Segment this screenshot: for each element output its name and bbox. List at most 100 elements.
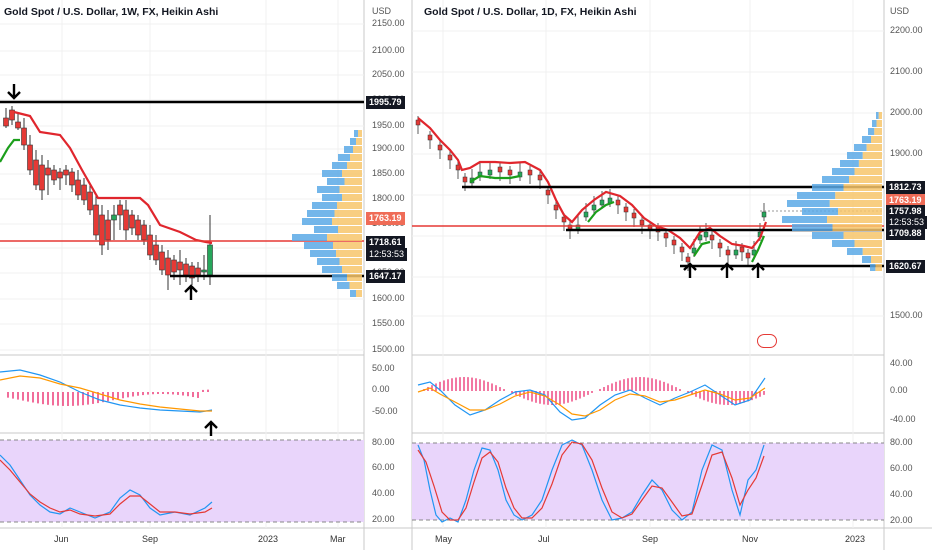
volume-profile-bar xyxy=(792,224,833,231)
candle-body xyxy=(165,257,171,276)
candle-body xyxy=(739,246,745,253)
up-arrow-icon xyxy=(184,284,198,300)
right-price-axis-label: 2000.00 xyxy=(890,107,923,117)
left-stoch-axis-label: 20.00 xyxy=(372,514,395,524)
right-resistance-tag: 1812.73 xyxy=(886,181,925,194)
left-time-axis-label: 2023 xyxy=(258,534,279,544)
candle-body xyxy=(87,191,93,211)
volume-profile-bar xyxy=(812,184,844,191)
volume-profile-bar xyxy=(292,234,327,241)
volume-profile-bar xyxy=(358,130,362,137)
stoch-band-right xyxy=(412,443,884,520)
volume-profile-bar xyxy=(812,232,844,239)
volume-profile-bar xyxy=(829,200,882,207)
volume-profile-bar xyxy=(332,162,347,169)
right-macd-axis-label: -40.00 xyxy=(890,414,916,424)
volume-profile-bar xyxy=(854,144,867,151)
candle-body xyxy=(9,109,15,121)
candle-body xyxy=(553,204,559,211)
left-time-axis-label: Sep xyxy=(142,534,159,544)
candle-body xyxy=(27,144,33,171)
up-arrow-icon xyxy=(720,262,734,278)
supertrend-down-line xyxy=(13,110,213,245)
left-time-axis-label: Jun xyxy=(54,534,69,544)
volume-profile-bar xyxy=(832,224,882,231)
volume-profile-bar xyxy=(342,266,362,273)
candle-body xyxy=(427,134,433,141)
candle-body xyxy=(685,256,691,263)
supertrend-up-line xyxy=(0,138,20,163)
macd-line xyxy=(0,369,213,413)
candle-body xyxy=(129,214,135,229)
volume-profile-bar xyxy=(822,176,849,183)
stoch-d-line xyxy=(417,441,765,521)
up-arrow-icon xyxy=(720,262,734,278)
candle-body xyxy=(697,234,703,241)
candle-body xyxy=(615,199,621,206)
volume-profile-bar xyxy=(347,162,362,169)
volume-profile-bar xyxy=(333,242,362,249)
volume-profile-bar xyxy=(327,234,362,241)
candle-body xyxy=(487,169,493,176)
candle-body xyxy=(51,169,57,181)
candle-body xyxy=(183,263,189,276)
up-arrow-icon xyxy=(204,420,218,436)
volume-profile-bar xyxy=(802,208,838,215)
left-stoch-axis-label: 40.00 xyxy=(372,488,395,498)
left-currency-label: USD xyxy=(372,6,392,16)
volume-profile-bar xyxy=(344,146,353,153)
candle-body xyxy=(527,169,533,176)
volume-profile-bar xyxy=(875,264,882,271)
left-price-axis-label: 1900.00 xyxy=(372,143,405,153)
candle-body xyxy=(207,244,213,276)
volume-profile-bar xyxy=(336,250,362,257)
left-chart-title: Gold Spot / U.S. Dollar, 1W, FX, Heikin … xyxy=(4,6,219,18)
volume-profile-bar xyxy=(334,210,362,217)
candle-body xyxy=(111,214,117,221)
candle-body xyxy=(57,171,63,179)
signal-line xyxy=(0,375,212,412)
candle-body xyxy=(561,216,567,223)
supertrend-up-line xyxy=(587,200,615,223)
volume-profile-bar xyxy=(876,112,879,119)
left-price-axis-label: 1550.00 xyxy=(372,318,405,328)
volume-profile-bar xyxy=(312,202,337,209)
candle-body xyxy=(135,219,141,236)
candle-body xyxy=(415,119,421,126)
candle-body xyxy=(15,121,21,129)
volume-profile-bar xyxy=(337,282,350,289)
candle-body xyxy=(21,127,27,146)
volume-profile-bar xyxy=(878,112,882,119)
volume-profile-bar xyxy=(854,168,882,175)
left-price-axis-label: 1600.00 xyxy=(372,293,405,303)
right-stoch-axis-label: 60.00 xyxy=(890,463,913,473)
supertrend-up-line xyxy=(693,240,711,257)
volume-profile-bar xyxy=(782,216,827,223)
volume-profile-bar xyxy=(350,154,362,161)
volume-profile-bar xyxy=(862,256,871,263)
right-price-axis-label: 2200.00 xyxy=(890,25,923,35)
right-time-axis-label: Sep xyxy=(642,534,659,544)
volume-profile-bar xyxy=(322,170,342,177)
candle-body xyxy=(717,242,723,249)
right-price-axis-label: 1500.00 xyxy=(890,310,923,320)
left-close-tag: 1718.61 xyxy=(366,236,405,249)
right-time-axis-label: 2023 xyxy=(845,534,866,544)
volume-profile-bar xyxy=(344,178,362,185)
signal-line xyxy=(417,387,766,417)
volume-profile-bar xyxy=(838,208,882,215)
volume-profile-bar xyxy=(332,274,347,281)
right-macd-axis-label: 40.00 xyxy=(890,358,913,368)
candle-body xyxy=(631,212,637,219)
candle-body xyxy=(69,171,75,186)
volume-profile-bar xyxy=(862,152,882,159)
candle-body xyxy=(93,204,99,236)
up-arrow-icon xyxy=(204,420,218,436)
up-arrow-icon xyxy=(683,262,697,278)
volume-profile-bar xyxy=(307,210,335,217)
volume-profile-bar xyxy=(832,240,855,247)
left-support-tag: 1647.17 xyxy=(366,270,405,283)
us-flag-icon[interactable] xyxy=(757,334,777,348)
candle-body xyxy=(3,117,9,127)
candle-body xyxy=(583,211,589,218)
